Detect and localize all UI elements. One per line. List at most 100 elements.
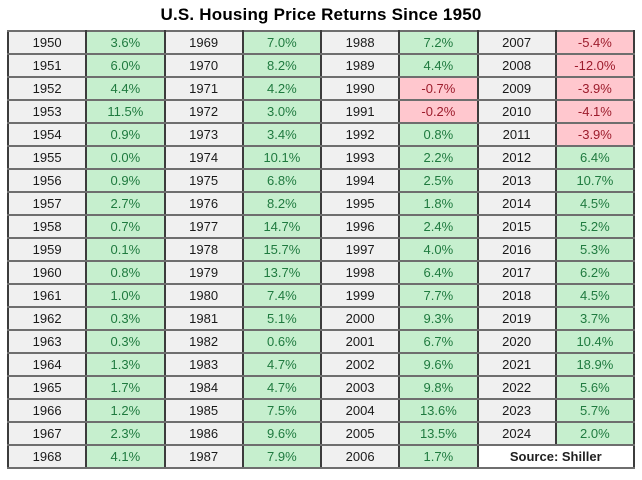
year-cell: 1976	[163, 191, 244, 216]
table-row: 1963 0.3% 1982 0.6% 2001 6.7% 2020 10.4%	[6, 329, 636, 354]
year-cell: 1995	[319, 191, 401, 216]
year-cell: 2024	[476, 421, 557, 446]
year-cell: 1986	[163, 421, 244, 446]
year-cell: 1997	[319, 237, 401, 262]
year-cell: 1984	[163, 375, 244, 400]
page-title: U.S. Housing Price Returns Since 1950	[160, 5, 482, 24]
table-row: 1965 1.7% 1984 4.7% 2003 9.8% 2022 5.6%	[6, 375, 636, 400]
table-row: 1950 3.6% 1969 7.0% 1988 7.2% 2007 -5.4%	[6, 30, 636, 55]
table-row: 1951 6.0% 1970 8.2% 1989 4.4% 2008 -12.0%	[6, 53, 636, 78]
return-cell: 4.5%	[554, 283, 636, 308]
return-cell: 4.2%	[241, 76, 323, 101]
return-cell: 9.6%	[398, 352, 479, 377]
table-row: 1956 0.9% 1975 6.8% 1994 2.5% 2013 10.7%	[6, 168, 636, 193]
return-cell: -12.0%	[554, 53, 636, 78]
return-cell: 6.4%	[554, 145, 636, 170]
returns-table-body: 1950 3.6% 1969 7.0% 1988 7.2% 2007 -5.4% 1951 6.0…	[6, 30, 636, 469]
year-cell: 1972	[163, 99, 244, 124]
year-cell: 1968	[6, 444, 88, 469]
year-cell: 1967	[6, 421, 88, 446]
return-cell: 6.0%	[85, 53, 166, 78]
year-cell: 1982	[163, 329, 244, 354]
return-cell: 7.4%	[241, 283, 323, 308]
year-cell: 1974	[163, 145, 244, 170]
table-row: 1959 0.1% 1978 15.7% 1997 4.0% 2016 5.3%	[6, 237, 636, 262]
return-cell: 6.4%	[398, 260, 479, 285]
table-row: 1953 11.5% 1972 3.0% 1991 -0.2% 2010 -4.1%	[6, 99, 636, 124]
year-cell: 1994	[319, 168, 401, 193]
year-cell: 2013	[476, 168, 557, 193]
return-cell: 0.6%	[241, 329, 323, 354]
return-cell: 10.4%	[554, 329, 636, 354]
year-cell: 1966	[6, 398, 88, 423]
return-cell: -4.1%	[554, 99, 636, 124]
year-cell: 1960	[6, 260, 88, 285]
return-cell: 8.2%	[241, 191, 323, 216]
return-cell: 4.7%	[241, 352, 323, 377]
year-cell: 2002	[319, 352, 401, 377]
return-cell: 0.7%	[85, 214, 166, 239]
year-cell: 1973	[163, 122, 244, 147]
table-row: 1954 0.9% 1973 3.4% 1992 0.8% 2011 -3.9%	[6, 122, 636, 147]
year-cell: 1950	[6, 30, 88, 55]
year-cell: 2022	[476, 375, 557, 400]
return-cell: 8.2%	[241, 53, 323, 78]
year-cell: 1961	[6, 283, 88, 308]
return-cell: 2.5%	[398, 168, 479, 193]
return-cell: -3.9%	[554, 122, 636, 147]
year-cell: 1987	[163, 444, 244, 469]
year-cell: 2005	[319, 421, 401, 446]
source-note: Source: Shiller	[476, 444, 635, 469]
return-cell: 7.2%	[398, 30, 479, 55]
year-cell: 1954	[6, 122, 88, 147]
table-row: 1968 4.1% 1987 7.9% 2006 1.7% Source: Shiller	[6, 444, 635, 469]
year-cell: 2019	[476, 306, 557, 331]
return-cell: 5.1%	[241, 306, 323, 331]
return-cell: 4.0%	[398, 237, 479, 262]
year-cell: 2010	[476, 99, 557, 124]
return-cell: 1.7%	[398, 444, 479, 469]
return-cell: 4.5%	[554, 191, 636, 216]
year-cell: 1963	[6, 329, 88, 354]
year-cell: 1999	[319, 283, 401, 308]
year-cell: 2000	[319, 306, 401, 331]
return-cell: 0.8%	[398, 122, 479, 147]
table-row: 1967 2.3% 1986 9.6% 2005 13.5% 2024 2.0%	[6, 421, 636, 446]
year-cell: 2014	[476, 191, 557, 216]
return-cell: 13.7%	[241, 260, 323, 285]
return-cell: 2.4%	[398, 214, 479, 239]
year-cell: 1956	[6, 168, 88, 193]
return-cell: 7.5%	[241, 398, 323, 423]
return-cell: 14.7%	[241, 214, 323, 239]
return-cell: 3.7%	[554, 306, 636, 331]
year-cell: 2012	[476, 145, 557, 170]
table-row: 1961 1.0% 1980 7.4% 1999 7.7% 2018 4.5%	[6, 283, 636, 308]
table-row: 1957 2.7% 1976 8.2% 1995 1.8% 2014 4.5%	[6, 191, 636, 216]
return-cell: 11.5%	[85, 99, 166, 124]
return-cell: 0.9%	[85, 122, 166, 147]
year-cell: 2004	[319, 398, 401, 423]
year-cell: 2021	[476, 352, 557, 377]
year-cell: 2009	[476, 76, 557, 101]
return-cell: 7.7%	[398, 283, 479, 308]
return-cell: -0.7%	[398, 76, 479, 101]
year-cell: 2007	[476, 30, 557, 55]
return-cell: 1.2%	[85, 398, 166, 423]
return-cell: 1.8%	[398, 191, 479, 216]
return-cell: 6.2%	[554, 260, 636, 285]
year-cell: 1983	[163, 352, 244, 377]
year-cell: 1993	[319, 145, 401, 170]
return-cell: 9.6%	[241, 421, 323, 446]
return-cell: 4.4%	[398, 53, 479, 78]
return-cell: 4.7%	[241, 375, 323, 400]
return-cell: 9.8%	[398, 375, 479, 400]
year-cell: 2018	[476, 283, 557, 308]
table-row: 1962 0.3% 1981 5.1% 2000 9.3% 2019 3.7%	[6, 306, 636, 331]
return-cell: 10.7%	[554, 168, 636, 193]
table-row: 1955 0.0% 1974 10.1% 1993 2.2% 2012 6.4%	[6, 145, 636, 170]
return-cell: 2.2%	[398, 145, 479, 170]
return-cell: 15.7%	[241, 237, 323, 262]
return-cell: 9.3%	[398, 306, 479, 331]
year-cell: 1965	[6, 375, 88, 400]
